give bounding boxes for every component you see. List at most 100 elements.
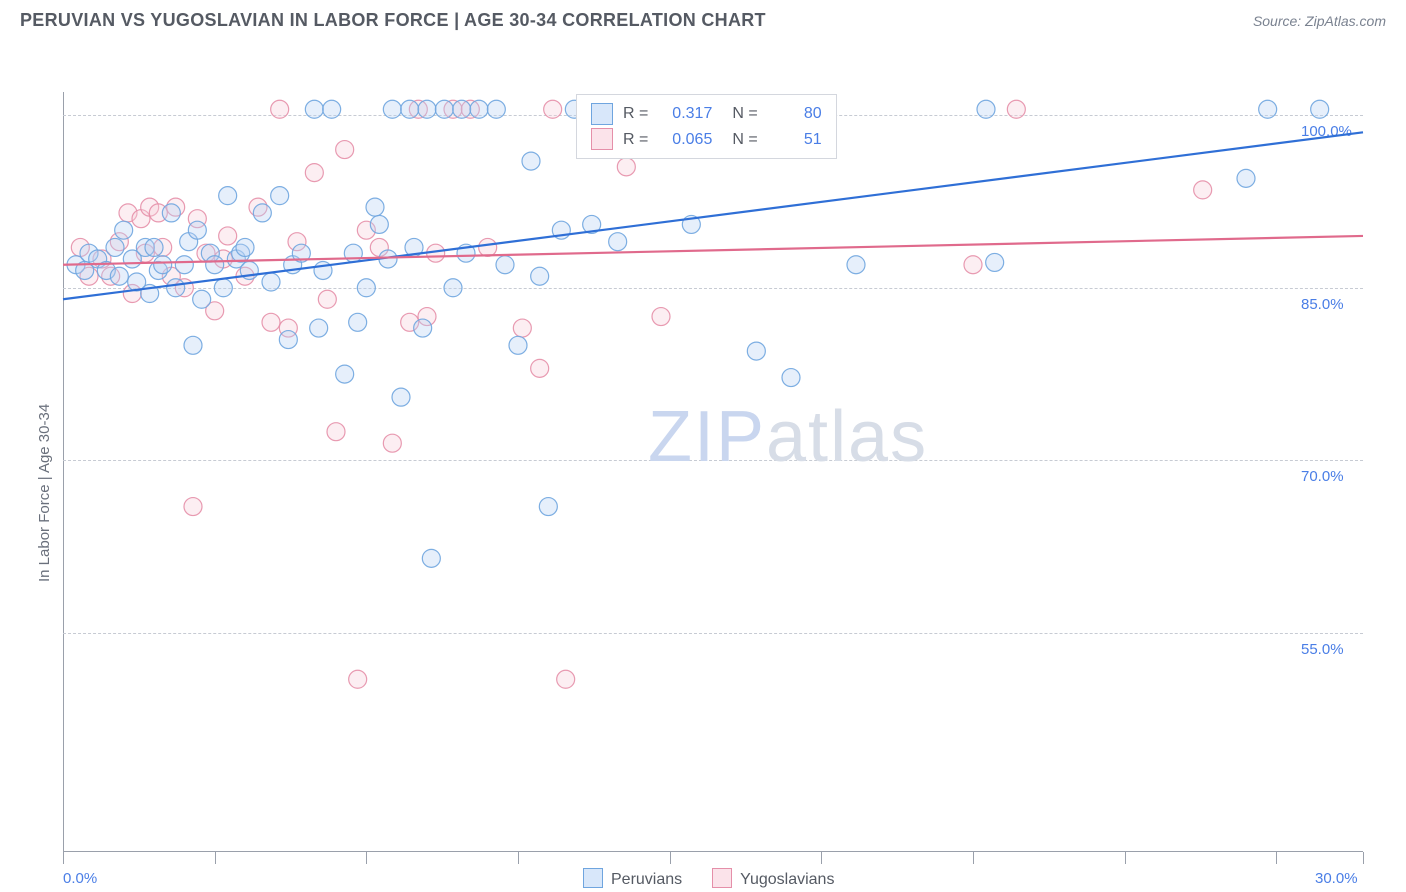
scatter-point bbox=[193, 290, 211, 308]
legend-item-label: Yugoslavians bbox=[740, 871, 834, 888]
scatter-point bbox=[214, 279, 232, 297]
scatter-point bbox=[1237, 169, 1255, 187]
scatter-point bbox=[1259, 100, 1277, 118]
scatter-point bbox=[557, 670, 575, 688]
scatter-point bbox=[383, 434, 401, 452]
scatter-point bbox=[652, 308, 670, 326]
scatter-point bbox=[236, 238, 254, 256]
scatter-point bbox=[847, 256, 865, 274]
scatter-point bbox=[106, 238, 124, 256]
scatter-point bbox=[262, 273, 280, 291]
legend-r-label: R = bbox=[623, 127, 648, 153]
scatter-point bbox=[522, 152, 540, 170]
scatter-point bbox=[175, 256, 193, 274]
scatter-point bbox=[444, 279, 462, 297]
scatter-point bbox=[418, 100, 436, 118]
scatter-point bbox=[509, 336, 527, 354]
scatter-point bbox=[349, 670, 367, 688]
legend-swatch bbox=[591, 128, 613, 150]
scatter-point bbox=[262, 313, 280, 331]
source-label: Source: ZipAtlas.com bbox=[1253, 13, 1386, 29]
scatter-point bbox=[422, 549, 440, 567]
legend-swatch bbox=[591, 103, 613, 125]
scatter-point bbox=[531, 267, 549, 285]
scatter-point bbox=[271, 187, 289, 205]
scatter-point bbox=[279, 331, 297, 349]
scatter-point bbox=[357, 279, 375, 297]
legend-r-value: 0.317 bbox=[658, 101, 712, 127]
scatter-point bbox=[336, 365, 354, 383]
scatter-point bbox=[184, 498, 202, 516]
scatter-point bbox=[453, 100, 471, 118]
scatter-point bbox=[401, 100, 419, 118]
scatter-point bbox=[1194, 181, 1212, 199]
scatter-point bbox=[544, 100, 562, 118]
scatter-point bbox=[1007, 100, 1025, 118]
scatter-point bbox=[167, 279, 185, 297]
legend-swatch bbox=[583, 868, 603, 888]
scatter-point bbox=[617, 158, 635, 176]
legend-row: R = 0.065 N = 51 bbox=[591, 127, 822, 153]
scatter-point bbox=[370, 215, 388, 233]
scatter-point bbox=[487, 100, 505, 118]
legend-swatch bbox=[712, 868, 732, 888]
scatter-point bbox=[305, 164, 323, 182]
scatter-point bbox=[188, 221, 206, 239]
legend-correlation-box: R = 0.317 N = 80 R = 0.065 N = 51 bbox=[576, 94, 837, 159]
legend-row: R = 0.317 N = 80 bbox=[591, 101, 822, 127]
scatter-point bbox=[496, 256, 514, 274]
scatter-point bbox=[513, 319, 531, 337]
scatter-point bbox=[609, 233, 627, 251]
scatter-point bbox=[392, 388, 410, 406]
scatter-point bbox=[253, 204, 271, 222]
trend-line bbox=[63, 236, 1363, 265]
scatter-point bbox=[531, 359, 549, 377]
title-bar: PERUVIAN VS YUGOSLAVIAN IN LABOR FORCE |… bbox=[0, 0, 1406, 37]
scatter-point bbox=[219, 187, 237, 205]
chart-area: 55.0%70.0%85.0%100.0%0.0%30.0%In Labor F… bbox=[18, 37, 1383, 877]
scatter-point bbox=[310, 319, 328, 337]
scatter-point bbox=[219, 227, 237, 245]
scatter-point bbox=[162, 204, 180, 222]
legend-series: Peruvians Yugoslavians bbox=[583, 868, 834, 889]
legend-item: Peruvians bbox=[583, 868, 682, 889]
scatter-point bbox=[145, 238, 163, 256]
scatter-point bbox=[1311, 100, 1329, 118]
legend-n-label: N = bbox=[732, 127, 757, 153]
legend-n-value: 51 bbox=[768, 127, 822, 153]
scatter-point bbox=[323, 100, 341, 118]
chart-title: PERUVIAN VS YUGOSLAVIAN IN LABOR FORCE |… bbox=[20, 10, 766, 31]
legend-r-label: R = bbox=[623, 101, 648, 127]
scatter-point bbox=[366, 198, 384, 216]
legend-item: Yugoslavians bbox=[712, 868, 834, 889]
x-tick-label: 0.0% bbox=[63, 870, 97, 887]
scatter-point bbox=[479, 238, 497, 256]
scatter-point bbox=[206, 256, 224, 274]
scatter-point bbox=[327, 423, 345, 441]
x-tick-label: 30.0% bbox=[1315, 870, 1358, 887]
scatter-point bbox=[986, 253, 1004, 271]
scatter-point bbox=[154, 256, 172, 274]
scatter-point bbox=[184, 336, 202, 354]
scatter-point bbox=[305, 100, 323, 118]
scatter-point bbox=[414, 319, 432, 337]
legend-item-label: Peruvians bbox=[611, 871, 682, 888]
scatter-point bbox=[383, 100, 401, 118]
legend-n-label: N = bbox=[732, 101, 757, 127]
scatter-point bbox=[115, 221, 133, 239]
scatter-point bbox=[539, 498, 557, 516]
scatter-point bbox=[470, 100, 488, 118]
scatter-point bbox=[435, 100, 453, 118]
scatter-point bbox=[336, 141, 354, 159]
scatter-point bbox=[318, 290, 336, 308]
scatter-point bbox=[977, 100, 995, 118]
scatter-point bbox=[110, 267, 128, 285]
scatter-point bbox=[782, 369, 800, 387]
chart-svg bbox=[18, 37, 1383, 857]
scatter-point bbox=[747, 342, 765, 360]
scatter-point bbox=[349, 313, 367, 331]
scatter-point bbox=[271, 100, 289, 118]
scatter-point bbox=[964, 256, 982, 274]
legend-n-value: 80 bbox=[768, 101, 822, 127]
legend-r-value: 0.065 bbox=[658, 127, 712, 153]
